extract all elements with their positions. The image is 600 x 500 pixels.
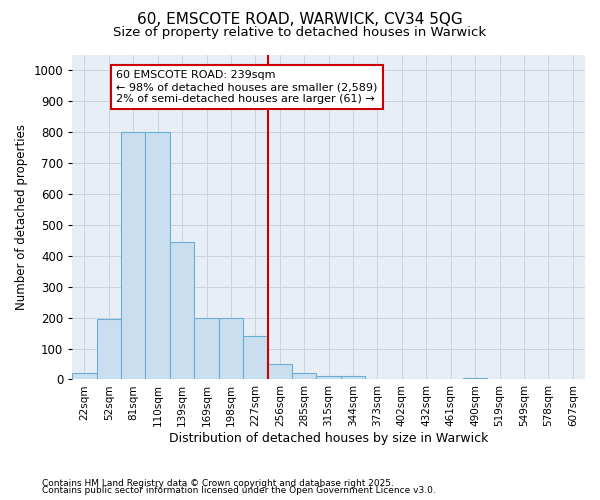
Bar — [194, 318, 219, 380]
Text: Size of property relative to detached houses in Warwick: Size of property relative to detached ho… — [113, 26, 487, 39]
Bar — [219, 318, 243, 380]
Bar — [72, 374, 97, 380]
Bar — [97, 319, 121, 380]
X-axis label: Distribution of detached houses by size in Warwick: Distribution of detached houses by size … — [169, 432, 488, 445]
Text: Contains public sector information licensed under the Open Government Licence v3: Contains public sector information licen… — [42, 486, 436, 495]
Bar — [463, 378, 487, 380]
Text: 60 EMSCOTE ROAD: 239sqm
← 98% of detached houses are smaller (2,589)
2% of semi-: 60 EMSCOTE ROAD: 239sqm ← 98% of detache… — [116, 70, 377, 104]
Bar — [268, 364, 292, 380]
Text: 60, EMSCOTE ROAD, WARWICK, CV34 5QG: 60, EMSCOTE ROAD, WARWICK, CV34 5QG — [137, 12, 463, 28]
Text: Contains HM Land Registry data © Crown copyright and database right 2025.: Contains HM Land Registry data © Crown c… — [42, 478, 394, 488]
Bar — [170, 242, 194, 380]
Bar — [316, 376, 341, 380]
Bar — [121, 132, 145, 380]
Bar — [243, 336, 268, 380]
Bar — [145, 132, 170, 380]
Bar — [292, 374, 316, 380]
Bar — [341, 376, 365, 380]
Y-axis label: Number of detached properties: Number of detached properties — [15, 124, 28, 310]
